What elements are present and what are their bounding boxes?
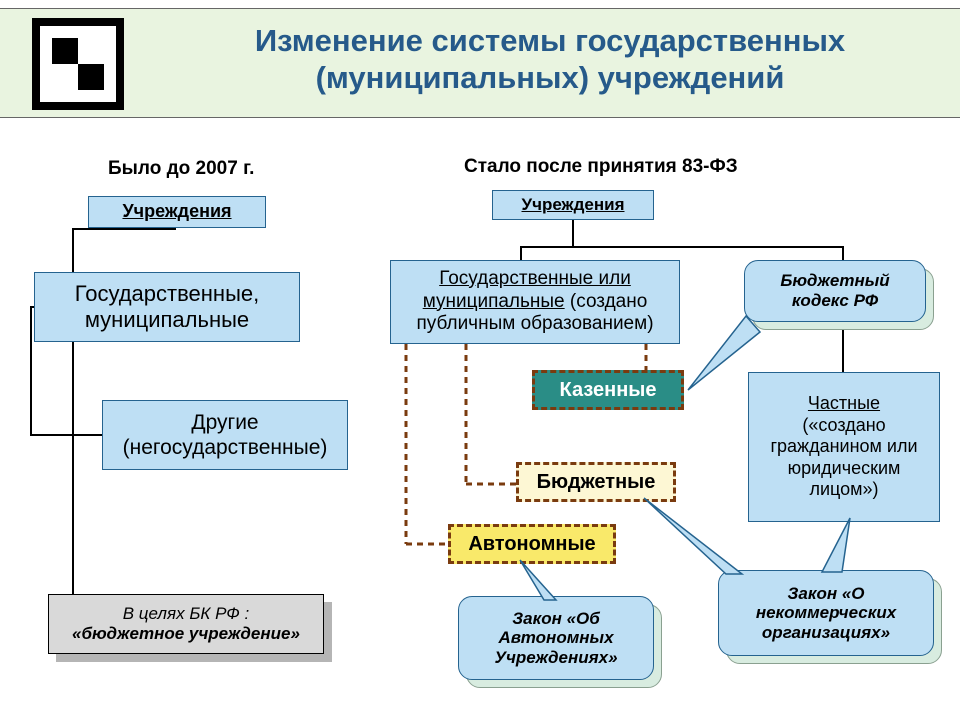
left-gov-text: Государственные, муниципальные xyxy=(35,281,299,334)
callout-nko-tail2 xyxy=(820,518,880,578)
left-heading: Было до 2007 г. xyxy=(108,158,254,180)
left-note-box: В целях БК РФ : «бюджетное учреждение» xyxy=(48,594,324,654)
callout-nko: Закон «О некоммерческих организациях» xyxy=(718,570,934,656)
left-note-l2: «бюджетное учреждение» xyxy=(49,624,323,644)
left-gov-box: Государственные, муниципальные xyxy=(34,272,300,342)
left-other-text: Другие (негосударственные) xyxy=(103,410,347,460)
type-kazennye: Казенные xyxy=(532,370,684,410)
right-root-box: Учреждения xyxy=(492,190,654,220)
right-root-h xyxy=(520,246,844,248)
right-gov-box: Государственные или муниципальные (созда… xyxy=(390,260,680,344)
left-note-l1: В целях БК РФ : xyxy=(49,604,323,624)
right-gov-l1: Государственные или xyxy=(395,268,675,291)
left-h1 xyxy=(72,228,176,230)
logo-icon xyxy=(32,18,124,110)
left-other-box: Другие (негосударственные) xyxy=(102,400,348,470)
page-title: Изменение системы государственных (муниц… xyxy=(160,22,940,96)
left-root-box: Учреждения xyxy=(88,196,266,228)
private-body: («создано гражданином или юридическим ли… xyxy=(755,415,933,501)
type-autonomous: Автономные xyxy=(448,524,616,564)
right-gov-l2: муниципальные (создано публичным образов… xyxy=(395,291,675,337)
callout-bk: Бюджетный кодекс РФ xyxy=(744,260,926,322)
type-budget: Бюджетные xyxy=(516,462,676,502)
right-heading: Стало после принятия 83-ФЗ xyxy=(464,156,738,178)
left-gov-v xyxy=(30,306,32,434)
right-root-v xyxy=(572,220,574,246)
right-private-box: Частные («создано гражданином или юридич… xyxy=(748,372,940,522)
private-head: Частные xyxy=(755,393,933,415)
callout-au: Закон «Об Автономных Учреждениях» xyxy=(458,596,654,680)
